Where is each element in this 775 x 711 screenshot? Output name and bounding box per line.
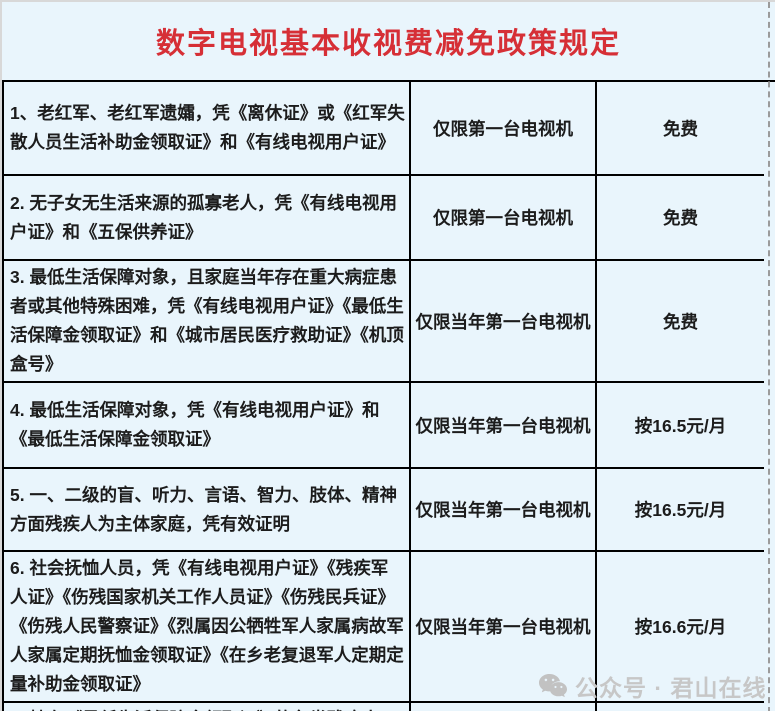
policy-description: 1、老红军、老红军遗孀，凭《离休证》或《红军失散人员生活补助金领取证》和《有线电… [3, 82, 411, 176]
policy-scope: 仅限第一台电视机 [409, 174, 597, 261]
table-row: 4. 最低生活保障对象，凭《有线电视用户证》和《最低生活保障金领取证》 仅限当年… [3, 381, 764, 469]
policy-fee: 按16.5元/月 [595, 467, 764, 552]
policy-description: 2. 无子女无生活来源的孤寡老人，凭《有线电视用户证》和《五保供养证》 [3, 174, 411, 261]
policy-description: 4. 最低生活保障对象，凭《有线电视用户证》和《最低生活保障金领取证》 [3, 381, 411, 469]
page-title: 数字电视基本收视费减免政策规定 [2, 2, 775, 82]
policy-description: 3. 最低生活保障对象，且家庭当年存在重大病症患者或其他特殊困难，凭《有线电视用… [3, 259, 411, 383]
table-row: 6. 社会抚恤人员，凭《有线电视用户证》《残疾军人证》《伤残国家机关工作人员证》… [3, 550, 764, 703]
policy-scope: 仅限当年第一台电视机 [409, 259, 597, 383]
policy-description: 6. 社会抚恤人员，凭《有线电视用户证》《残疾军人证》《伤残国家机关工作人员证》… [3, 550, 411, 703]
table-row: 5. 一、二级的盲、听力、言语、智力、肢体、精神方面残疾人为主体家庭，凭有效证明… [3, 467, 764, 552]
policy-scope: 仅限第一台电视机 [409, 82, 597, 176]
table-row: 3. 最低生活保障对象，且家庭当年存在重大病症患者或其他特殊困难，凭《有线电视用… [3, 259, 764, 383]
policy-fee: 按16.6元/月 [595, 550, 764, 703]
policy-fee: 按16.5元/月 [595, 381, 764, 469]
table-row: 7. 持有《最低生活保障金领取证》的各类残疾人，凭《有线电视用户证》《残疾人证》… [3, 701, 764, 711]
policy-scope: 仅限当年第一台电视机 [409, 381, 597, 469]
policy-fee: 免费 [595, 259, 764, 383]
policy-description: 7. 持有《最低生活保障金领取证》的各类残疾人，凭《有线电视用户证》《残疾人证》… [3, 701, 411, 711]
policy-description: 5. 一、二级的盲、听力、言语、智力、肢体、精神方面残疾人为主体家庭，凭有效证明 [3, 467, 411, 552]
policy-fee: 按11元/月 [595, 701, 764, 711]
policy-fee: 免费 [595, 82, 764, 176]
page-break-dashed-line [768, 2, 770, 711]
policy-scope: 仅限当年第一台电视机 [409, 467, 597, 552]
policy-scope: 仅限当年第一台电视机 [409, 701, 597, 711]
policy-scope: 仅限当年第一台电视机 [409, 550, 597, 703]
table-row: 2. 无子女无生活来源的孤寡老人，凭《有线电视用户证》和《五保供养证》 仅限第一… [3, 174, 764, 261]
policy-table: 1、老红军、老红军遗孀，凭《离休证》或《红军失散人员生活补助金领取证》和《有线电… [2, 82, 764, 711]
table-row: 1、老红军、老红军遗孀，凭《离休证》或《红军失散人员生活补助金领取证》和《有线电… [3, 82, 764, 176]
policy-fee: 免费 [595, 174, 764, 261]
